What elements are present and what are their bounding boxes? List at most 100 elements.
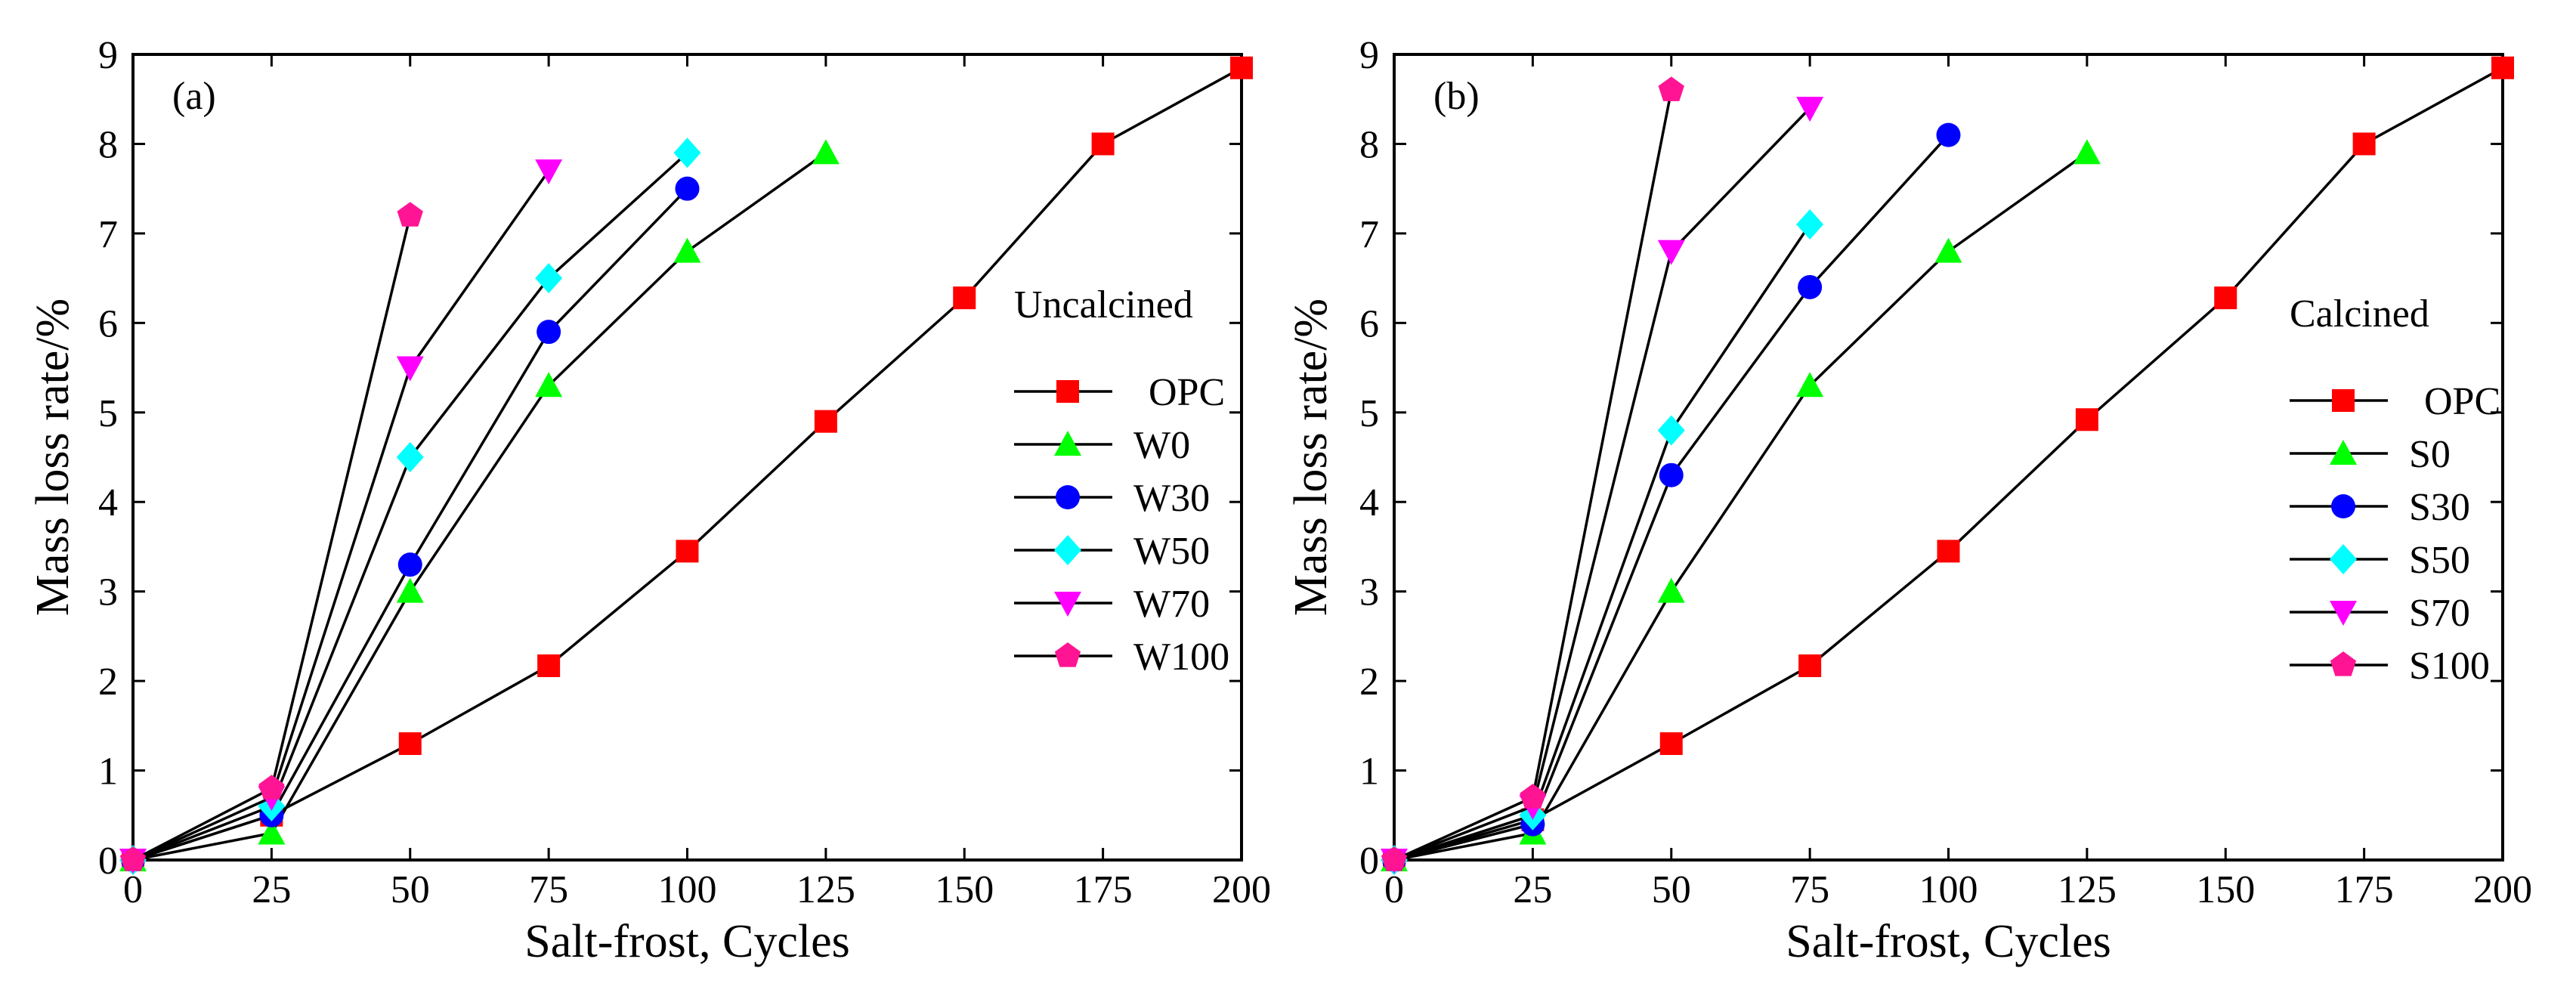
data-point-w0 — [258, 819, 286, 845]
legend-item-s50: S50 — [2290, 539, 2470, 582]
data-point-s0 — [2073, 139, 2101, 165]
legend-marker — [2330, 544, 2357, 574]
y-tick-label: 6 — [98, 302, 118, 345]
data-point-opc — [537, 654, 561, 677]
series-w100 — [119, 202, 423, 871]
legend-label: W30 — [1133, 477, 1210, 520]
y-tick-label: 9 — [1359, 34, 1379, 77]
data-point-s0 — [1657, 577, 1685, 603]
x-axis-title: Salt-frost, Cycles — [1786, 916, 2111, 967]
legend-label: S30 — [2409, 486, 2470, 529]
data-point-opc — [814, 410, 837, 433]
data-point-w0 — [812, 139, 840, 165]
y-tick-label: 0 — [1359, 840, 1379, 883]
series-s100 — [1381, 76, 1684, 871]
x-tick-label: 100 — [1919, 868, 1978, 911]
series-line-w70 — [132, 169, 550, 862]
legend-title: Uncalcined — [1014, 283, 1193, 326]
x-tick-label: 175 — [1074, 868, 1133, 911]
series-s0 — [1381, 139, 2101, 871]
x-tick-label: 50 — [391, 868, 430, 911]
data-point-opc — [953, 286, 976, 310]
data-point-opc — [1659, 732, 1683, 756]
data-point-w70 — [535, 159, 563, 184]
x-tick-label: 125 — [796, 868, 855, 911]
legend-marker — [1056, 380, 1079, 403]
legend-marker — [1054, 431, 1081, 456]
x-tick-label: 75 — [529, 868, 568, 911]
legend-item-w50: W50 — [1014, 530, 1210, 573]
x-tick-label: 100 — [658, 868, 717, 911]
x-tick-label: 50 — [1652, 868, 1691, 911]
y-tick-label: 8 — [1359, 123, 1379, 166]
legend-item-opc: OPC — [2290, 380, 2500, 423]
series-s50 — [1381, 209, 1824, 875]
series-line-w30 — [132, 187, 688, 862]
legend-item-opc: OPC — [1014, 371, 1225, 414]
y-tick-label: 6 — [1359, 302, 1379, 345]
y-axis-title: Mass loss rate/% — [1285, 299, 1337, 616]
series-line-s0 — [1393, 151, 2088, 862]
panel-label: (b) — [1433, 75, 1480, 118]
chart-panel-b: 0 25 50 75 100 125 150 175 200 0 1 2 3 4 5 6 7 8 9 Salt-fro… — [1285, 34, 2532, 967]
legend-item-w70: W70 — [1014, 583, 1210, 626]
data-point-s100 — [1381, 846, 1408, 871]
legend-marker — [1056, 485, 1080, 509]
series-line-s100 — [1393, 90, 1673, 862]
y-tick-label: 3 — [98, 571, 118, 614]
legend: Uncalcined OPC W0 W30 W50 W70 W100 — [1014, 283, 1229, 679]
legend-label: W100 — [1133, 636, 1229, 679]
legend-marker — [2330, 651, 2357, 676]
data-point-opc — [2352, 132, 2376, 156]
series-s70 — [1381, 97, 1824, 874]
legend-marker — [2330, 601, 2357, 626]
series-s30 — [1382, 122, 1961, 872]
x-tick-label: 0 — [123, 868, 143, 911]
y-tick-label: 8 — [98, 123, 118, 166]
y-tick-label: 4 — [98, 481, 118, 524]
data-point-w100 — [397, 202, 423, 227]
legend-item-s30: S30 — [2290, 486, 2470, 529]
data-point-w0 — [535, 372, 563, 398]
x-tick-label: 125 — [2058, 868, 2117, 911]
x-tick-label: 175 — [2335, 868, 2394, 911]
data-point-opc — [1230, 56, 1253, 79]
data-point-w50 — [396, 442, 424, 472]
y-tick-label: 7 — [1359, 213, 1379, 256]
y-tick-label: 2 — [98, 660, 118, 704]
legend-label: OPC — [2424, 380, 2500, 423]
y-tick-label: 9 — [98, 34, 118, 77]
data-point-w0 — [673, 237, 701, 263]
series-line-s70 — [1393, 107, 1811, 862]
data-point-s30 — [1798, 274, 1823, 299]
data-point-w70 — [396, 356, 424, 382]
data-point-s70 — [1657, 240, 1685, 265]
data-point-opc — [2075, 408, 2098, 432]
data-point-opc — [676, 540, 699, 563]
series-w70 — [119, 159, 563, 874]
data-point-w30 — [537, 320, 561, 345]
data-point-w0 — [396, 577, 424, 603]
y-tick-label: 1 — [1359, 750, 1379, 793]
x-axis-title: Salt-frost, Cycles — [524, 916, 850, 967]
x-tick-label: 200 — [2473, 868, 2532, 911]
data-point-s100 — [1658, 76, 1684, 101]
legend: Calcined OPC S0 S30 S50 S70 S100 — [2290, 292, 2500, 688]
series-w0 — [119, 139, 840, 871]
y-tick-label: 0 — [98, 840, 118, 883]
x-tick-label: 150 — [935, 868, 994, 911]
legend-item-w0: W0 — [1014, 424, 1190, 467]
data-point-s100 — [1520, 784, 1546, 809]
panel-label: (a) — [172, 75, 216, 118]
data-point-s50 — [1796, 209, 1824, 240]
y-tick-label: 7 — [98, 213, 118, 256]
legend-label: S0 — [2409, 433, 2451, 476]
legend-item-w30: W30 — [1014, 477, 1210, 520]
y-tick-label: 5 — [98, 392, 118, 435]
data-point-w50 — [673, 138, 701, 169]
legend-marker — [2332, 389, 2355, 412]
data-point-s0 — [1796, 372, 1824, 398]
legend-label: W70 — [1133, 583, 1210, 626]
legend-label: OPC — [1149, 371, 1225, 414]
